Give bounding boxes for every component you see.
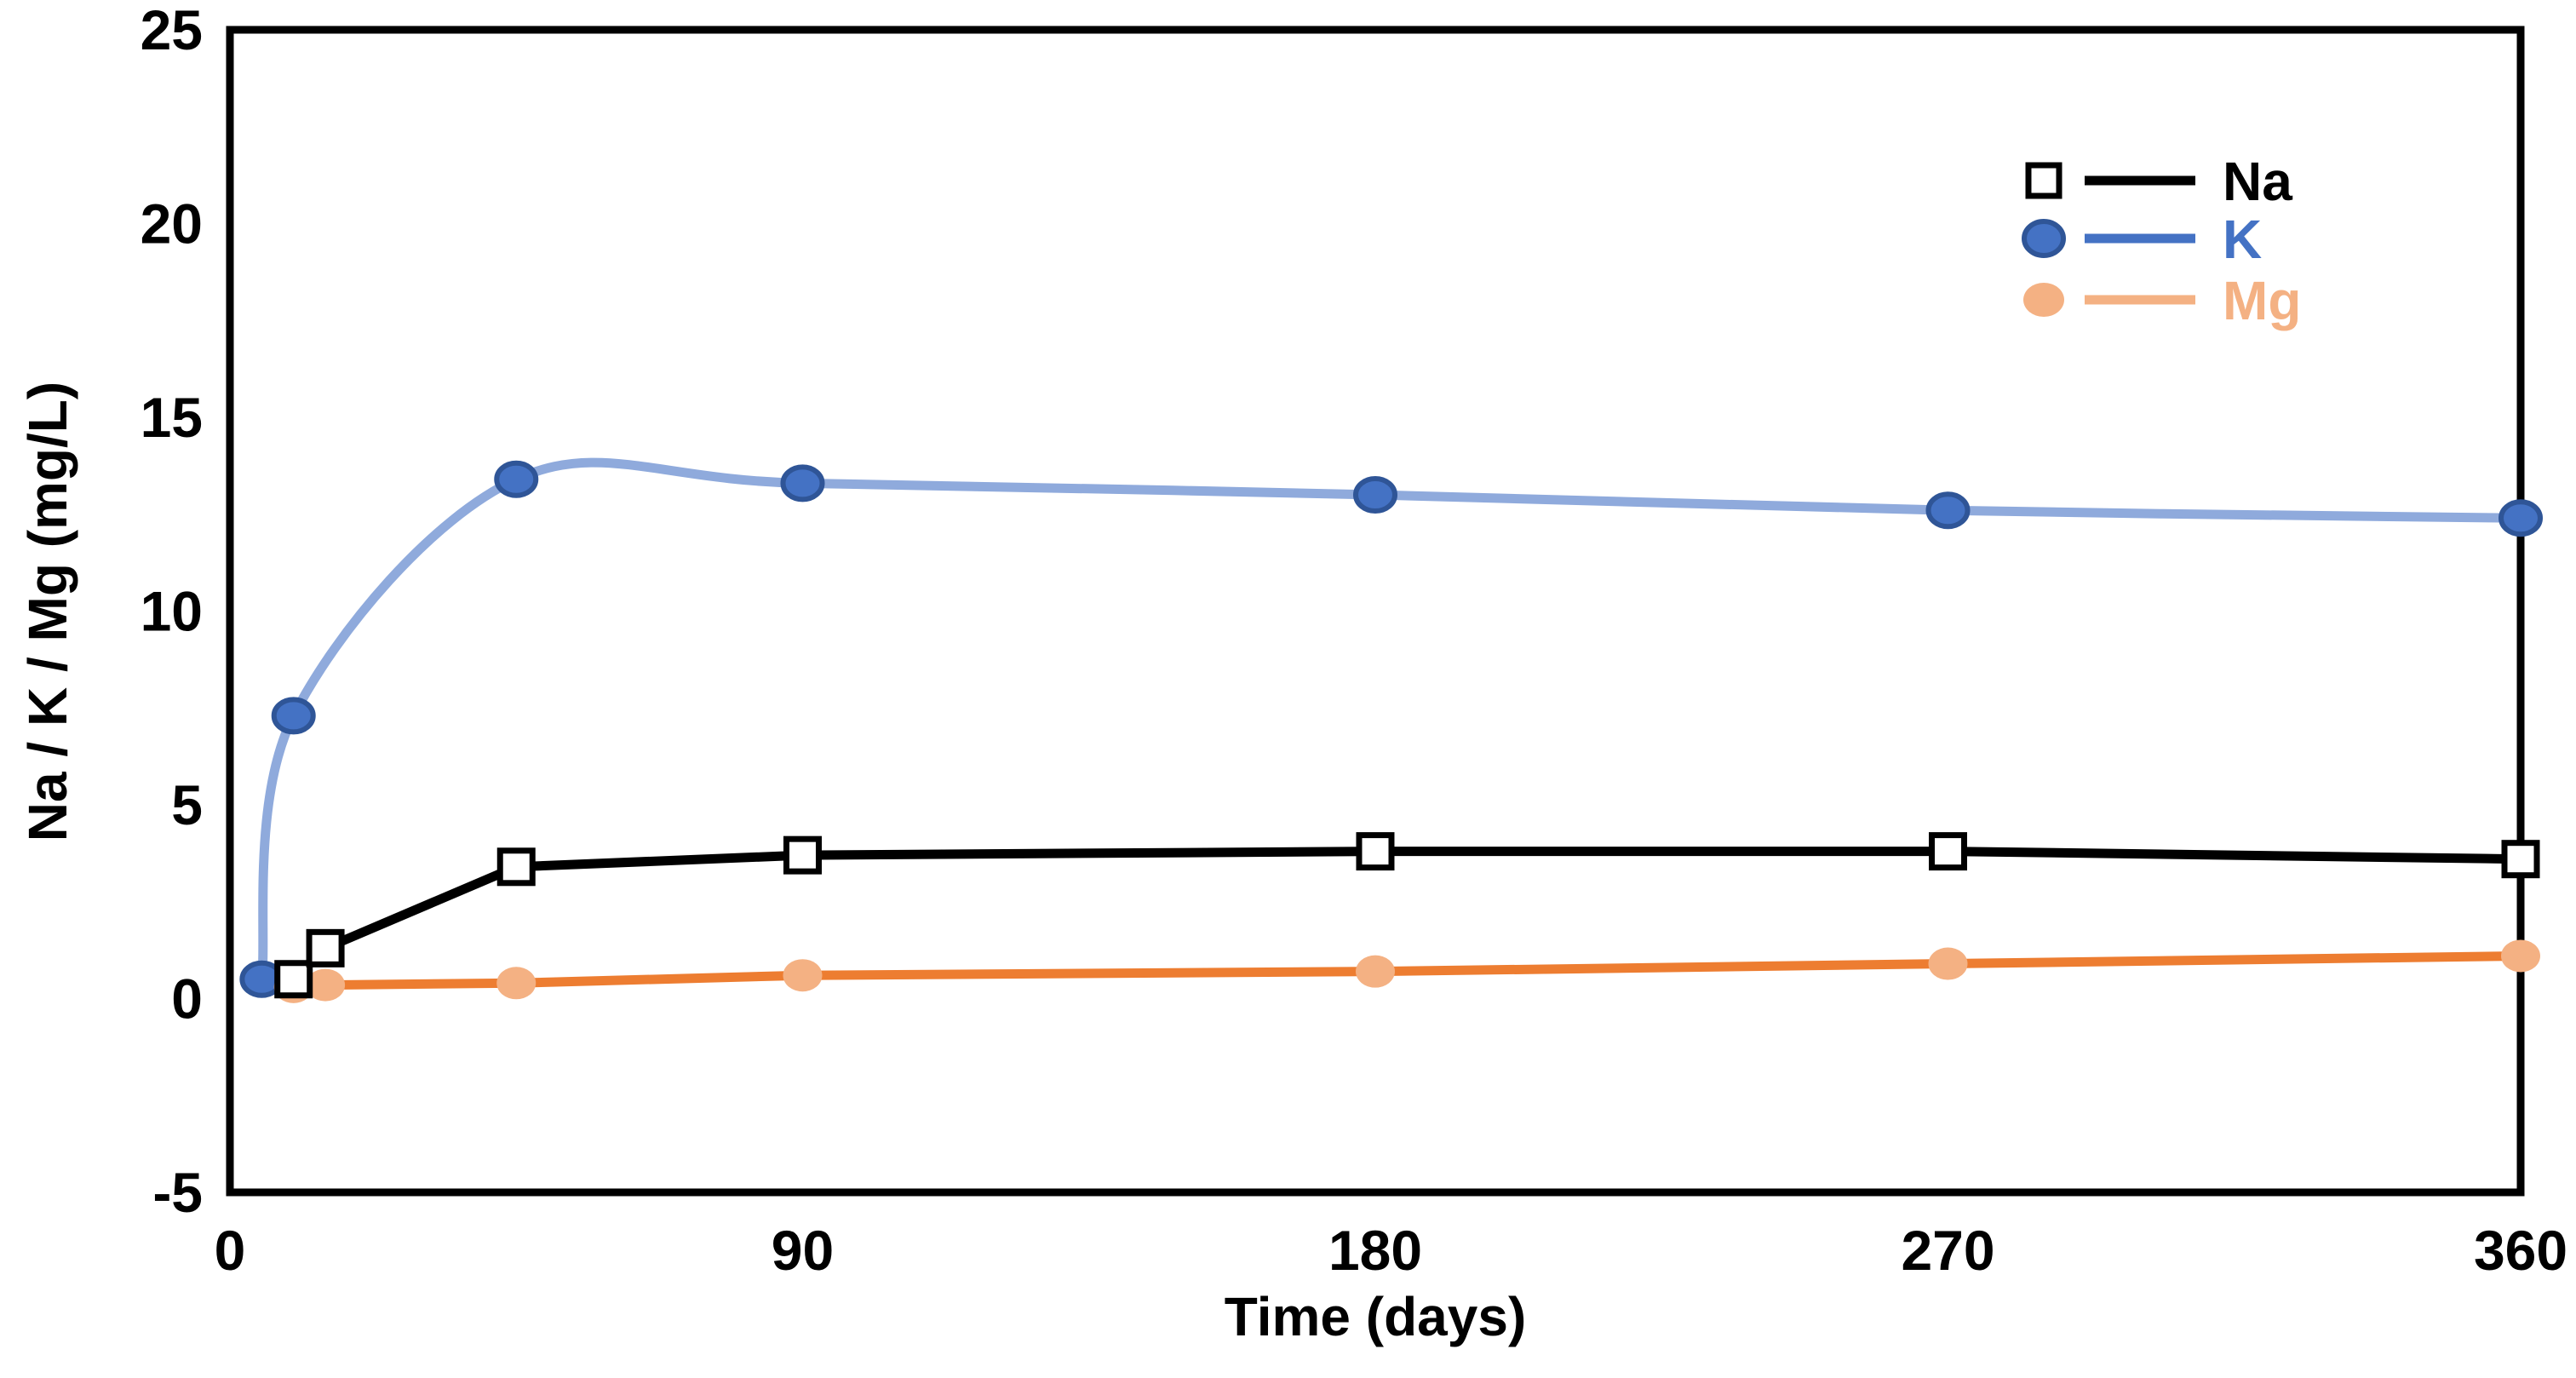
data-point-marker-na — [783, 835, 822, 875]
data-point-marker-mg — [2501, 939, 2540, 973]
data-point-marker-k — [780, 464, 825, 502]
series-layer — [239, 457, 2543, 1003]
data-point-marker-k — [494, 460, 539, 498]
y-tick-label: 15 — [141, 386, 203, 449]
legend-open-square-marker-icon — [2025, 162, 2063, 199]
data-point-marker-na — [1356, 832, 1395, 871]
data-point-marker-mg — [783, 959, 823, 992]
y-tick-label: 25 — [141, 0, 203, 61]
data-point-marker-k — [271, 697, 316, 735]
x-axis-title: Time (days) — [1225, 1286, 1527, 1347]
data-point-marker-mg — [306, 968, 346, 1002]
plot-frame — [226, 26, 2525, 1197]
legend-filled-circle-marker-icon — [2023, 283, 2064, 317]
series-line-mg — [289, 950, 2526, 992]
data-point-marker-na — [2501, 840, 2540, 879]
data-point-marker-na — [306, 928, 345, 967]
legend-label-k: K — [2223, 209, 2262, 270]
y-tick-label: -5 — [152, 1161, 203, 1224]
legend-item-na: Na — [2025, 151, 2292, 212]
legend-label-mg: Mg — [2223, 270, 2301, 331]
y-tick-label: 10 — [141, 580, 203, 643]
x-tick-label: 270 — [1901, 1219, 1994, 1282]
data-point-marker-na — [274, 960, 313, 999]
series-mg — [273, 939, 2540, 1003]
data-point-marker-mg — [1928, 947, 1968, 980]
data-point-marker-na — [1929, 832, 1967, 871]
legend-label-na: Na — [2223, 151, 2292, 212]
legend: Na K Mg — [2022, 151, 2301, 331]
legend-filled-circle-marker-icon — [2022, 219, 2066, 258]
legend-item-mg: Mg — [2023, 270, 2301, 331]
series-k — [239, 457, 2543, 998]
y-tick-label: 0 — [171, 967, 203, 1031]
data-point-marker-k — [2499, 499, 2543, 537]
data-point-marker-k — [1353, 476, 1397, 514]
data-point-marker-k — [1925, 491, 1971, 530]
data-point-marker-mg — [496, 967, 536, 1000]
x-tick-label: 0 — [215, 1219, 246, 1282]
series-na — [274, 832, 2540, 999]
data-point-marker-mg — [1356, 955, 1395, 988]
legend-item-k: K — [2022, 209, 2262, 270]
x-tick-label: 360 — [2474, 1219, 2567, 1282]
data-point-marker-na — [496, 847, 536, 887]
x-tick-label: 90 — [772, 1219, 834, 1282]
y-tick-label: 20 — [141, 192, 203, 256]
x-tick-label: 180 — [1328, 1219, 1422, 1282]
y-axis-title: Na / K / Mg (mg/L) — [17, 382, 78, 841]
y-tick-label: 5 — [171, 773, 203, 836]
series-line-k — [256, 457, 2526, 985]
